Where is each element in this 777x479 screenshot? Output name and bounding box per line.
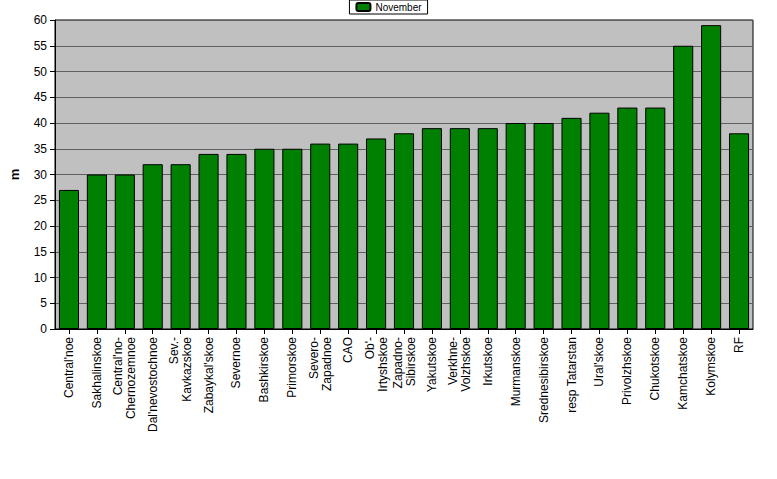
- svg-text:30: 30: [34, 168, 48, 182]
- svg-text:35: 35: [34, 142, 48, 156]
- svg-text:Irtyshskoe: Irtyshskoe: [376, 337, 390, 392]
- svg-text:m: m: [7, 169, 22, 181]
- svg-text:November: November: [375, 2, 422, 13]
- svg-text:Severnoe: Severnoe: [229, 337, 243, 389]
- svg-text:55: 55: [34, 39, 48, 53]
- svg-text:Privolzhskoe: Privolzhskoe: [620, 337, 634, 405]
- svg-text:Central'noe: Central'noe: [62, 337, 76, 398]
- svg-text:Srednesibirskoe: Srednesibirskoe: [537, 337, 551, 423]
- svg-text:50: 50: [34, 65, 48, 79]
- svg-text:resp Tatarstan: resp Tatarstan: [565, 337, 579, 413]
- svg-text:Primorskoe: Primorskoe: [285, 337, 299, 398]
- svg-text:Central'no-: Central'no-: [111, 337, 125, 395]
- svg-text:Kolymskoe: Kolymskoe: [704, 337, 718, 396]
- svg-text:Sev.-: Sev.-: [167, 337, 181, 364]
- svg-text:Ural'skoe: Ural'skoe: [592, 337, 606, 387]
- svg-text:45: 45: [34, 90, 48, 104]
- svg-text:Yakutskoe: Yakutskoe: [425, 337, 439, 392]
- svg-text:5: 5: [40, 296, 47, 310]
- svg-text:Chukotskoe: Chukotskoe: [648, 337, 662, 401]
- svg-text:Kavkazskoe: Kavkazskoe: [180, 337, 194, 402]
- svg-text:0: 0: [40, 322, 47, 336]
- svg-text:25: 25: [34, 193, 48, 207]
- svg-text:40: 40: [34, 116, 48, 130]
- svg-text:RF: RF: [732, 337, 746, 353]
- svg-text:CAO: CAO: [341, 337, 355, 363]
- svg-text:Dal'nevostochnoe: Dal'nevostochnoe: [146, 337, 160, 432]
- svg-text:Bashkirskoe: Bashkirskoe: [257, 337, 271, 403]
- svg-text:Zabaykal'skoe: Zabaykal'skoe: [202, 337, 216, 414]
- svg-text:Kamchatskoe: Kamchatskoe: [676, 337, 690, 410]
- svg-text:Zapadno-: Zapadno-: [391, 337, 405, 388]
- svg-text:Volzhskoe: Volzhskoe: [459, 337, 473, 392]
- svg-text:Severo-: Severo-: [307, 337, 321, 379]
- svg-text:Sibirskoe: Sibirskoe: [404, 337, 418, 387]
- svg-text:15: 15: [34, 245, 48, 259]
- svg-text:Ob'-: Ob'-: [363, 337, 377, 359]
- svg-text:Verkhne-: Verkhne-: [446, 337, 460, 385]
- svg-text:Murmanskoe: Murmanskoe: [509, 337, 523, 407]
- svg-text:Chernozemnoe: Chernozemnoe: [124, 337, 138, 419]
- svg-text:10: 10: [34, 271, 48, 285]
- svg-text:Zapadnoe: Zapadnoe: [320, 337, 334, 391]
- svg-text:Sakhalinskoe: Sakhalinskoe: [90, 337, 104, 409]
- svg-text:60: 60: [34, 13, 48, 27]
- svg-text:20: 20: [34, 219, 48, 233]
- svg-text:Irkutskoe: Irkutskoe: [481, 337, 495, 386]
